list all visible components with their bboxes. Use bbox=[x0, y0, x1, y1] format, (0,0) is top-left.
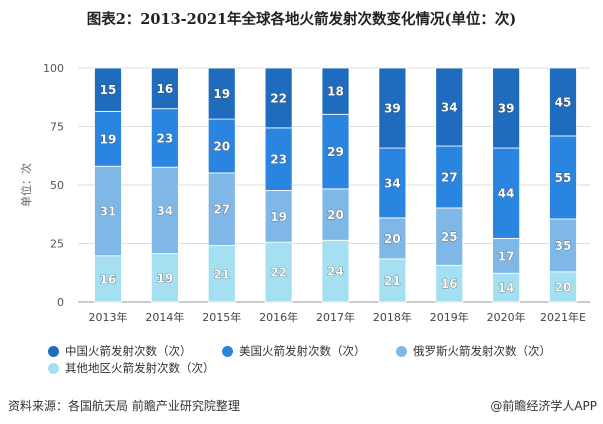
bar-segment bbox=[94, 255, 122, 303]
data-label: 34 bbox=[384, 176, 401, 190]
bar-segment bbox=[94, 165, 122, 257]
x-tick-label: 2021年E bbox=[540, 310, 586, 324]
x-tick-label: 2019年 bbox=[430, 310, 469, 324]
bar-segment bbox=[264, 190, 293, 243]
data-label: 20 bbox=[213, 140, 230, 154]
y-tick-label: 100 bbox=[43, 62, 64, 75]
data-label: 29 bbox=[327, 145, 344, 159]
bar-segment bbox=[150, 166, 179, 255]
data-label: 17 bbox=[498, 249, 515, 263]
bar-segment bbox=[549, 218, 577, 273]
data-label: 22 bbox=[270, 91, 287, 105]
legend-dot-icon bbox=[48, 362, 59, 374]
x-tick-label: 2015年 bbox=[202, 310, 241, 324]
bar-segment bbox=[150, 67, 179, 110]
bar-segment bbox=[94, 67, 122, 112]
data-label: 24 bbox=[327, 265, 344, 279]
bar-segment bbox=[549, 271, 577, 303]
bar-segment bbox=[378, 147, 407, 219]
legend-label: 其他地区火箭发射次数（次） bbox=[65, 361, 215, 375]
data-label: 44 bbox=[498, 187, 515, 201]
data-label: 19 bbox=[270, 210, 287, 224]
legend-dot-icon bbox=[396, 345, 407, 357]
legend-item-others[interactable]: 其他地区火箭发射次数（次） bbox=[48, 360, 215, 376]
data-label: 20 bbox=[384, 232, 401, 246]
legend-label: 中国火箭发射次数（次） bbox=[65, 344, 192, 358]
y-tick-label: 25 bbox=[50, 238, 64, 251]
data-label: 22 bbox=[270, 266, 287, 280]
y-tick-label: 75 bbox=[50, 121, 64, 134]
bar-segment bbox=[207, 67, 236, 120]
x-tick-label: 2016年 bbox=[259, 310, 298, 324]
chart-title: 图表2：2013-2021年全球各地火箭发射次数变化情况(单位：次) bbox=[86, 11, 517, 28]
legend-dot-icon bbox=[48, 345, 59, 357]
data-label: 23 bbox=[270, 153, 287, 167]
x-tick-label: 2020年 bbox=[487, 310, 526, 324]
bar-segment bbox=[549, 135, 577, 220]
data-label: 14 bbox=[498, 281, 515, 295]
legend-label: 俄罗斯火箭发射次数（次） bbox=[413, 344, 551, 358]
data-label: 20 bbox=[555, 280, 572, 294]
bar-segment bbox=[321, 239, 350, 303]
bar-segment bbox=[207, 118, 236, 174]
y-axis-label: 单位：次 bbox=[19, 163, 33, 207]
bar-segment bbox=[435, 207, 464, 266]
data-label: 39 bbox=[384, 102, 401, 116]
legend-item-usa[interactable]: 美国火箭发射次数（次） bbox=[222, 343, 366, 359]
bar-segment bbox=[94, 110, 122, 167]
data-label: 16 bbox=[100, 272, 117, 286]
data-label: 21 bbox=[384, 274, 401, 288]
data-label: 20 bbox=[327, 208, 344, 222]
data-label: 34 bbox=[157, 204, 174, 218]
bar-segment bbox=[150, 253, 179, 303]
bar-segment bbox=[321, 113, 350, 190]
data-label: 27 bbox=[441, 170, 458, 184]
data-label: 21 bbox=[213, 267, 230, 281]
legend-label: 美国火箭发射次数（次） bbox=[239, 344, 366, 358]
bar-segment bbox=[321, 67, 350, 115]
x-tick-label: 2013年 bbox=[89, 310, 128, 324]
data-label: 27 bbox=[213, 203, 230, 217]
data-label: 34 bbox=[441, 101, 458, 115]
bar-segment bbox=[549, 67, 577, 137]
x-tick-label: 2014年 bbox=[145, 310, 184, 324]
data-label: 15 bbox=[100, 83, 117, 97]
bar-segment bbox=[264, 67, 293, 129]
data-label: 23 bbox=[157, 131, 174, 145]
data-label: 31 bbox=[100, 205, 117, 219]
data-label: 19 bbox=[213, 87, 230, 101]
legend-item-china[interactable]: 中国火箭发射次数（次） bbox=[48, 343, 192, 359]
data-label: 16 bbox=[441, 277, 458, 291]
bar-segment bbox=[492, 67, 521, 149]
bar-segment bbox=[378, 258, 407, 303]
bar-segment bbox=[492, 272, 521, 303]
y-tick-label: 50 bbox=[50, 179, 64, 192]
x-tick-label: 2018年 bbox=[373, 310, 412, 324]
data-label: 45 bbox=[555, 95, 572, 109]
legend-item-russia[interactable]: 俄罗斯火箭发射次数（次） bbox=[396, 343, 551, 359]
data-label: 55 bbox=[555, 171, 572, 185]
bar-segment bbox=[435, 67, 464, 147]
legend-dot-icon bbox=[222, 345, 233, 357]
credit-note: @前瞻经济学人APP bbox=[490, 399, 597, 413]
data-label: 39 bbox=[498, 102, 515, 116]
bar-segment bbox=[264, 241, 293, 303]
data-label: 18 bbox=[327, 85, 344, 99]
data-label: 19 bbox=[100, 132, 117, 146]
bar-segment bbox=[378, 67, 407, 149]
data-label: 35 bbox=[555, 239, 572, 253]
x-tick-label: 2017年 bbox=[316, 310, 355, 324]
stacked-bar-chart: 0 25 50 75 100 单位：次 16 31 19 15 2013年 19 34 23 16 2014年… bbox=[19, 62, 590, 324]
data-label: 16 bbox=[157, 82, 174, 96]
data-label: 25 bbox=[441, 230, 458, 244]
y-tick-label: 0 bbox=[57, 296, 64, 309]
bar-segment bbox=[492, 237, 521, 274]
data-label: 19 bbox=[157, 271, 174, 285]
source-note: 资料来源：各国航天局 前瞻产业研究院整理 bbox=[8, 399, 240, 413]
